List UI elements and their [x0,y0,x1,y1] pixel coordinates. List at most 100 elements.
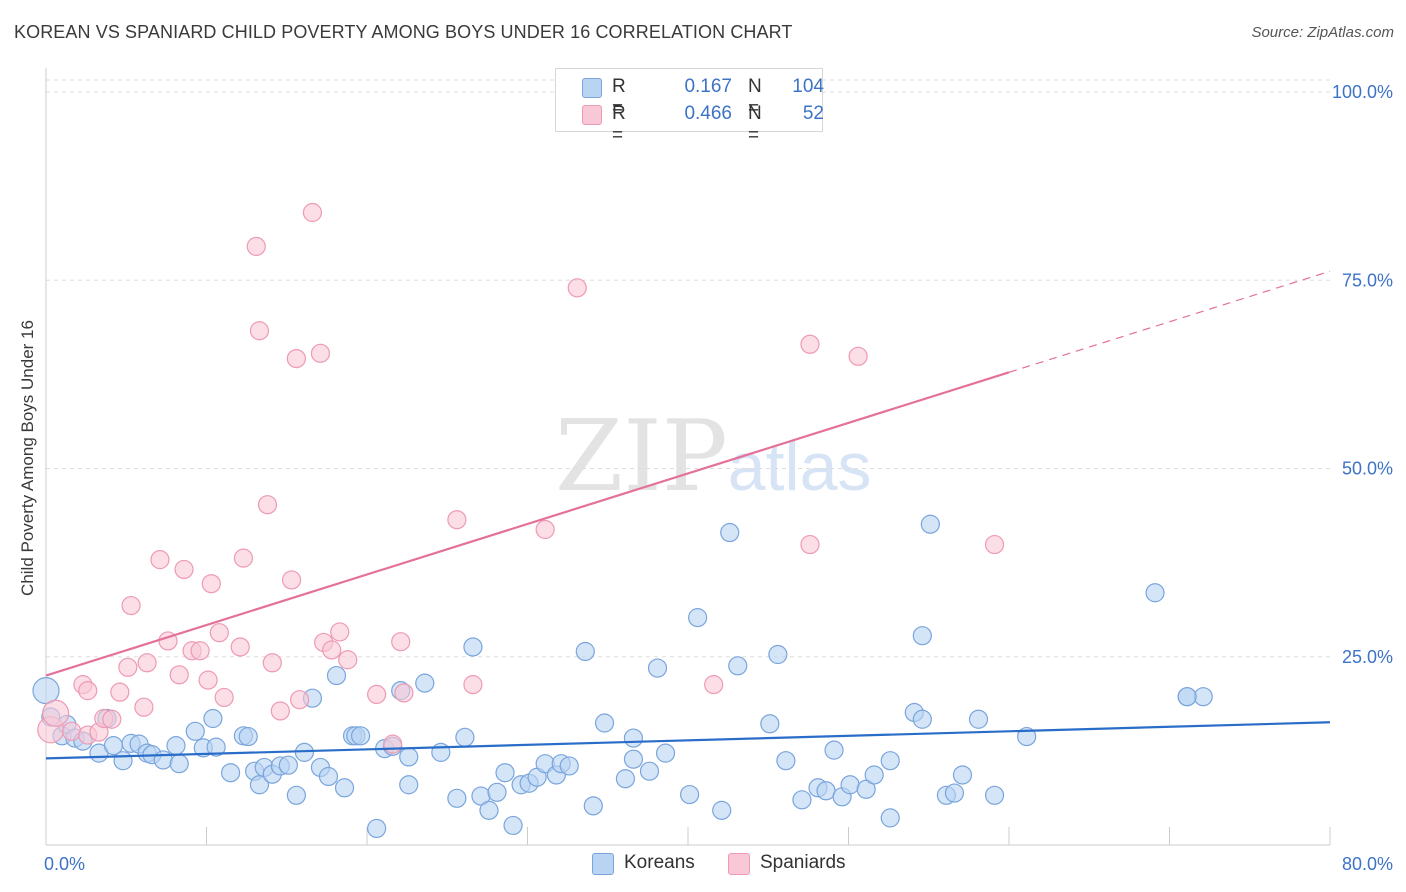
korean-point [864,765,884,785]
korean-point [203,708,223,729]
spaniard-point [463,675,483,695]
korean-point [680,784,700,805]
spaniard-point [848,346,868,366]
spaniard-point [394,683,414,703]
korean-point [647,658,668,678]
korean-point [760,714,780,734]
korean-point [880,808,900,828]
korean-point [623,728,644,748]
korean-point [495,763,515,783]
y-tick-label: 75.0% [1342,270,1393,290]
korean-point [113,751,133,771]
spaniard-point [270,701,290,721]
spaniard-point [110,682,130,702]
y-tick-label: 25.0% [1342,647,1393,667]
spaniard-trend-line-extension [1008,270,1331,373]
korean-point [206,737,226,757]
korean-point [153,750,173,770]
spaniard-point [302,202,323,223]
spaniard-point [286,348,306,369]
spaniard-point [209,623,229,643]
korean-point [559,756,579,776]
spaniard-point [281,570,302,590]
legend-n-value: 104 [792,76,824,97]
legend-n-label: N = [748,76,762,119]
spaniard-point [150,550,170,570]
korean-point [920,514,940,534]
spaniard-trend-line [45,371,1010,677]
spaniard-point [201,574,221,594]
korean-point [720,522,740,543]
spaniard-point [137,653,157,673]
spaniard-point [367,684,387,705]
x-tick-label: 0.0% [44,854,85,874]
korean-point [615,769,636,789]
korean-point [334,778,355,798]
korean-point [968,709,989,729]
korean-point [463,637,483,657]
korean-point [792,790,812,810]
korean-point [944,783,965,803]
spaniard-point [338,650,358,670]
spaniard-point [289,690,310,710]
spaniard-point [42,699,70,727]
korean-point [712,800,732,820]
korean-point [824,740,844,760]
korean-point [278,755,298,775]
y-tick-label: 100.0% [1332,82,1393,102]
korean-point [169,754,189,774]
y-tick-label: 50.0% [1342,459,1393,479]
legend-swatch-koreans [582,78,602,98]
korean-point [447,788,467,808]
bottom-legend-label-spaniards: Spaniards [760,852,846,873]
spaniard-point [984,534,1005,555]
legend-swatch-spaniards [582,105,602,125]
spaniard-point [330,622,350,642]
spaniard-point [230,637,250,657]
korean-point [728,656,748,676]
korean-point [399,775,419,795]
korean-point [880,751,900,771]
korean-point [984,785,1005,805]
spaniard-point [704,675,724,695]
korean-point [503,815,523,836]
watermark-atlas: atlas [727,429,872,505]
spaniard-point [214,687,234,708]
korean-point [1193,687,1213,707]
korean-point [912,709,932,729]
korean-point [575,641,595,662]
spaniard-point [391,632,411,652]
legend-n-value: 52 [802,103,824,124]
legend-r-value: 0.466 [684,103,732,124]
korean-point [688,608,708,628]
spaniard-point [102,709,122,729]
korean-point [487,782,507,802]
korean-point [583,796,603,816]
korean-point [326,665,347,686]
korean-point [1145,583,1165,603]
korean-point [594,713,615,733]
watermark-zip: ZIP [555,400,728,514]
korean-point [367,818,387,839]
korean-point [1017,726,1037,747]
legend-n-label: N = [748,103,762,146]
spaniard-point [447,510,467,530]
korean-point [249,775,270,795]
spaniard-point [535,519,555,540]
korean-point [816,781,836,801]
bottom-legend-label-koreans: Koreans [624,852,695,873]
legend-r-value: 0.167 [684,76,732,97]
x-tick-label: 80.0% [1342,854,1393,874]
korean-point [286,785,306,805]
korean-point [238,726,258,747]
spaniard-point [62,721,82,741]
korean-point [185,721,205,741]
korean-point [912,626,932,646]
korean-point [776,751,796,771]
spaniard-point [190,641,210,661]
korean-point [399,747,419,767]
spaniard-point [567,278,587,298]
korean-point [455,727,475,747]
spaniard-point [257,495,278,515]
korean-point [350,726,371,746]
